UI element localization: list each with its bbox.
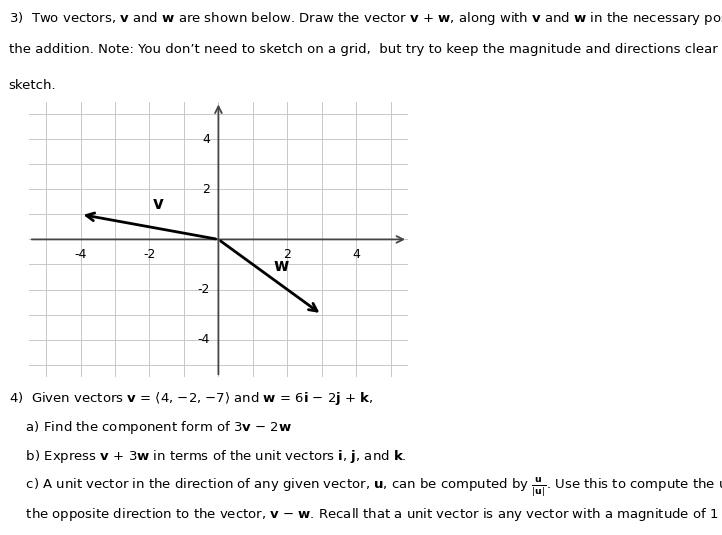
Text: -4: -4	[74, 248, 87, 261]
Text: a) Find the component form of 3$\mathbf{v}$ $-$ 2$\mathbf{w}$: a) Find the component form of 3$\mathbf{…	[9, 419, 292, 436]
Text: sketch.: sketch.	[9, 79, 56, 92]
Text: c) A unit vector in the direction of any given vector, $\mathbf{u}$, can be comp: c) A unit vector in the direction of any…	[9, 477, 722, 499]
Text: the opposite direction to the vector, $\mathbf{v}$ $-$ $\mathbf{w}$. Recall that: the opposite direction to the vector, $\…	[9, 506, 718, 523]
Text: 4)  Given vectors $\mathbf{v}$ = $\langle$4, $-$2, $-$7$\rangle$ and $\mathbf{w}: 4) Given vectors $\mathbf{v}$ = $\langle…	[9, 390, 373, 407]
Text: 4: 4	[202, 133, 210, 146]
Text: v: v	[153, 195, 164, 213]
Text: b) Express $\mathbf{v}$ + 3$\mathbf{w}$ in terms of the unit vectors $\mathbf{i}: b) Express $\mathbf{v}$ + 3$\mathbf{w}$ …	[9, 448, 406, 465]
Text: 2: 2	[284, 248, 291, 261]
Text: -4: -4	[197, 333, 210, 346]
Text: 3)  Two vectors, $\mathbf{v}$ and $\mathbf{w}$ are shown below. Draw the vector : 3) Two vectors, $\mathbf{v}$ and $\mathb…	[9, 10, 722, 27]
Text: -2: -2	[197, 283, 210, 296]
Text: 2: 2	[202, 183, 210, 196]
Text: -2: -2	[143, 248, 156, 261]
Text: the addition. Note: You don’t need to sketch on a grid,  but try to keep the mag: the addition. Note: You don’t need to sk…	[9, 43, 722, 56]
Text: w: w	[274, 257, 289, 275]
Text: 4: 4	[352, 248, 360, 261]
